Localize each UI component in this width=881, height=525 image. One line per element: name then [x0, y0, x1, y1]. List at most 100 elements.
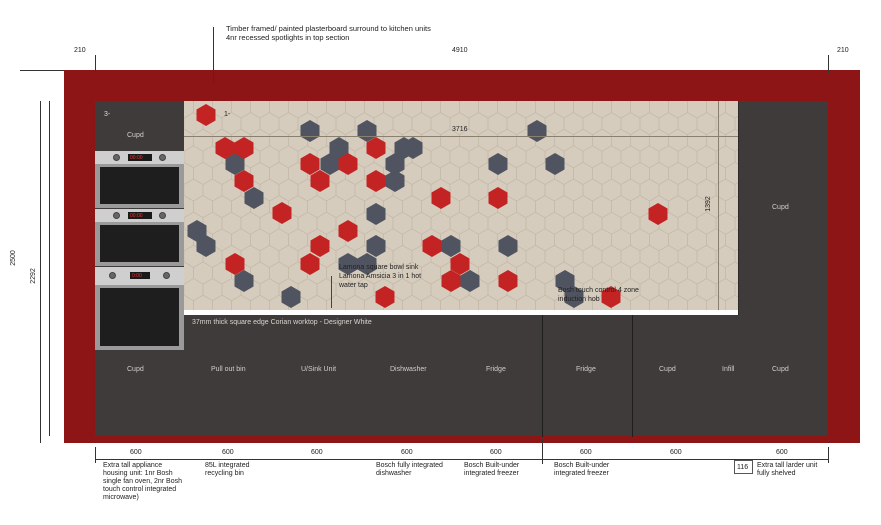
grid-hex [639, 178, 660, 202]
grey-hex-tile [187, 220, 207, 242]
grid-hex [278, 112, 299, 135]
unit-label: Pull out bin [211, 366, 246, 373]
grid-hex [468, 245, 489, 268]
grid-hex [250, 101, 270, 119]
grid-hex [687, 162, 707, 185]
grid-hex [478, 228, 498, 252]
cabinet-label-top-right: Cupd [772, 204, 789, 211]
grid-hex [525, 211, 546, 235]
splash-width-line [184, 136, 738, 137]
grid-hex [506, 211, 527, 235]
grey-hex-tile [366, 203, 386, 225]
grid-hex [677, 211, 698, 235]
grey-hex-tile [225, 153, 245, 175]
unit-height-dim: 2292 [29, 268, 37, 284]
grid-hex [544, 178, 565, 202]
microwave-upper: 00:00 [95, 151, 184, 208]
grid-hex [184, 195, 194, 218]
grid-hex [630, 128, 650, 152]
grid-hex [411, 112, 432, 135]
grid-hex [601, 112, 622, 135]
splash-width-dim: 3716 [452, 126, 468, 133]
grid-hex [525, 145, 546, 169]
grid-hex [725, 195, 738, 218]
grid-hex [383, 228, 403, 252]
grey-hex-tile [234, 270, 254, 292]
unit-label: Infill [722, 366, 735, 373]
unit-desc: Bosch fully integrated dishwasher [376, 462, 443, 477]
red-hex-tile [422, 235, 442, 257]
grid-hex [316, 211, 337, 235]
unit-desc: 85L integrated recycling bin [205, 462, 250, 477]
grid-hex [459, 228, 479, 252]
grid-hex [449, 145, 470, 169]
grid-hex [544, 211, 565, 235]
grid-hex [221, 211, 242, 235]
grid-hex [573, 101, 593, 119]
unit-desc: Extra tall larder unit fully shelved [757, 462, 818, 477]
red-hex-tile [300, 153, 320, 175]
grid-hex [649, 228, 669, 252]
grid-hex [497, 128, 517, 152]
grid-hex [459, 294, 479, 310]
unit-width-dim: 600 [580, 449, 592, 456]
grid-hex [487, 112, 508, 135]
grid-hex [544, 245, 565, 268]
unit-desc: Bosch Built-under integrated freezer [464, 462, 520, 477]
grid-hex [516, 101, 536, 119]
grey-hex-tile [366, 235, 386, 257]
grid-hex [611, 128, 631, 152]
grid-hex [544, 112, 565, 135]
unit-label: Dishwasher [390, 366, 427, 373]
grid-hex [639, 112, 660, 135]
grid-hex [193, 195, 213, 218]
unit-divider [738, 101, 739, 315]
grid-hex [269, 128, 289, 152]
grid-hex [288, 101, 308, 119]
grid-hex [535, 261, 555, 285]
grid-hex [706, 162, 726, 185]
grid-hex [601, 178, 622, 202]
bottom-dim-tick [828, 447, 829, 463]
grid-hex [307, 195, 327, 218]
grid-hex [649, 128, 669, 152]
grid-hex [649, 261, 669, 285]
top-dim-tick [95, 55, 96, 73]
grid-hex [706, 101, 726, 119]
grid-hex [687, 261, 707, 285]
cabinet-label-top-left: Cupd [127, 132, 144, 139]
sink-note-2: Lamona Amsicia 3 in 1 hot [339, 273, 422, 280]
hob-note-1: Bosh touch control 4 zone [558, 287, 639, 294]
grid-hex [240, 211, 261, 235]
bottom-dim-line [95, 459, 828, 460]
red-hex-tile [225, 253, 245, 275]
grid-hex [506, 145, 527, 169]
grid-hex [687, 195, 707, 218]
grid-hex [668, 195, 688, 218]
red-hex-tile [300, 253, 320, 275]
grid-hex [278, 145, 299, 169]
grid-hex [725, 228, 738, 252]
unit-label: Cupd [127, 366, 144, 373]
grid-hex [184, 145, 204, 169]
grid-hex [411, 211, 432, 235]
grid-hex [184, 294, 194, 310]
grid-hex [193, 162, 213, 185]
red-hex-tile [234, 137, 254, 159]
grid-hex [668, 101, 688, 119]
grid-hex [326, 294, 346, 310]
grid-hex [725, 128, 738, 152]
grid-hex [677, 178, 698, 202]
grey-hex-tile [527, 120, 547, 142]
grid-hex [658, 245, 679, 268]
grid-hex [611, 195, 631, 218]
grey-hex-tile [338, 253, 358, 275]
grid-hex [668, 128, 688, 152]
grid-hex [630, 101, 650, 119]
grid-hex [677, 145, 698, 169]
grid-hex [582, 211, 603, 235]
grid-hex [459, 195, 479, 218]
grid-hex [411, 178, 432, 202]
bottom-dim-tick [542, 440, 543, 464]
grid-hex [706, 128, 726, 152]
